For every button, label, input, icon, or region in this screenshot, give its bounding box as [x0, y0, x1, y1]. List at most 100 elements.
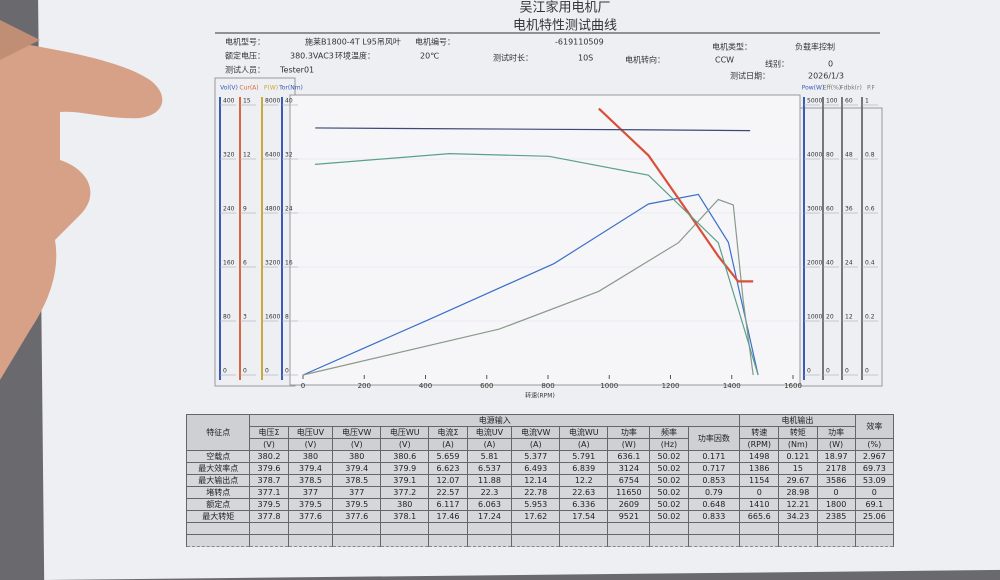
curve: [315, 127, 751, 132]
cell: 5.791: [559, 450, 609, 463]
cell: 50.02: [649, 498, 689, 511]
column-unit: (A): [511, 438, 561, 451]
column-name: 电流WU: [559, 426, 609, 439]
column-name: 功率: [607, 426, 651, 439]
y-tick-label: 80: [223, 314, 231, 321]
y-tick-label: 0: [243, 368, 247, 375]
y-tick-label: 3200: [265, 260, 280, 267]
row-label: 空载点: [185, 450, 251, 463]
y-tick-label: 0: [285, 368, 289, 375]
column-name: 电流VW: [511, 426, 561, 439]
column-unit: (%): [854, 438, 895, 451]
cell: 25.06: [854, 510, 895, 523]
cell: 377: [287, 486, 334, 499]
axis-label: Vol(V): [220, 85, 238, 92]
cell: 53.09: [854, 474, 895, 487]
y-tick-label: 0.8: [865, 152, 875, 159]
cell: 3586: [816, 474, 856, 487]
x-tick-label: 600: [480, 382, 493, 390]
cell: 6.063: [466, 498, 513, 511]
document: 吴江家用电机厂 电机特性测试曲线 转速(RPM) 电机型号： 施莱B1800-4T…: [214, 0, 883, 400]
cell: 1154: [739, 474, 780, 487]
cell: 2178: [816, 462, 856, 475]
cell: 377.2: [380, 486, 430, 499]
column-name: 效率: [854, 414, 895, 439]
cell: 29.67: [778, 474, 818, 487]
y-tick-label: 4800: [265, 206, 280, 213]
column-unit: (W): [816, 438, 856, 451]
field-label: 电机类型：: [712, 42, 752, 52]
cell: 379.4: [287, 462, 334, 475]
group-header: 电机输出: [739, 414, 856, 427]
cell: 9521: [607, 510, 651, 523]
blank-row: [185, 522, 895, 535]
field-label: 测试时长：: [493, 53, 533, 63]
cell: 0.171: [687, 450, 741, 463]
row-label: 堵转点: [185, 486, 251, 499]
plot-frame: [289, 94, 801, 386]
axis-label: Eff(%): [823, 85, 841, 92]
x-tick-label: 400: [419, 382, 432, 390]
cell: 18.97: [816, 450, 856, 463]
y-tick-label: 0.2: [865, 314, 875, 321]
cell: 377.1: [249, 486, 289, 499]
y-tick-label: 0: [807, 368, 811, 375]
column-unit: (Hz): [649, 438, 689, 451]
column-name: 转矩: [778, 426, 818, 439]
axis-label: Cur(A): [239, 85, 258, 92]
curve: [302, 198, 754, 376]
row-header: 特征点: [185, 414, 251, 451]
field-label: 额定电压：: [225, 51, 265, 61]
row-label: 最大输出点: [185, 474, 251, 487]
y-tick-label: 15: [243, 98, 251, 105]
blank-row: [185, 534, 895, 547]
cell: 377.6: [287, 510, 334, 523]
cell: 0.853: [687, 474, 741, 487]
column-name: 转速: [739, 426, 780, 439]
cell: 378.5: [287, 474, 334, 487]
axis-label: P(W): [264, 85, 278, 92]
y-tick-label: 8000: [265, 98, 280, 105]
x-tick-label: 1400: [723, 382, 741, 390]
cell: 0: [816, 486, 856, 499]
cell: 15: [778, 462, 818, 475]
column-name: 频率: [649, 426, 689, 439]
field-value: 0: [828, 60, 833, 69]
x-tick-label: 200: [358, 382, 371, 390]
cell: 380.2: [249, 450, 289, 463]
cell: 6.537: [466, 462, 513, 475]
cell: 50.02: [649, 474, 689, 487]
column-name: 电流UV: [466, 426, 513, 439]
y-tick-label: 40: [826, 260, 834, 267]
cell: 69.73: [854, 462, 895, 475]
y-tick-label: 9: [243, 206, 247, 213]
y-tick-label: 8: [285, 314, 289, 321]
cell: 378.7: [249, 474, 289, 487]
axis-label: P.F: [867, 85, 876, 92]
y-tick-label: 80: [826, 152, 834, 159]
y-tick-label: 1600: [265, 314, 280, 321]
y-tick-label: 2000: [807, 260, 822, 267]
x-tick-label: 1600: [784, 382, 802, 390]
cell: 6.336: [559, 498, 609, 511]
cell: 379.6: [249, 462, 289, 475]
y-tick-label: 0: [265, 368, 269, 375]
cell: 3124: [607, 462, 651, 475]
axis-label: Pow(W): [802, 85, 825, 92]
cell: 28.98: [778, 486, 818, 499]
y-tick-label: 16: [285, 260, 293, 267]
y-tick-label: 0: [845, 368, 849, 375]
cell: 12.2: [559, 474, 609, 487]
field-label: 电机转向：: [625, 55, 665, 65]
cell: 50.02: [649, 450, 689, 463]
cell: 17.24: [466, 510, 513, 523]
cell: 17.62: [511, 510, 561, 523]
cell: 379.9: [380, 462, 430, 475]
cell: 0.833: [687, 510, 741, 523]
row-label: 最大效率点: [185, 462, 251, 475]
axis-label: Fdbk(r): [840, 85, 862, 92]
cell: 12.21: [778, 498, 818, 511]
x-tick-label: 800: [541, 382, 554, 390]
cell: 6.117: [428, 498, 468, 511]
y-tick-label: 400: [223, 98, 235, 105]
